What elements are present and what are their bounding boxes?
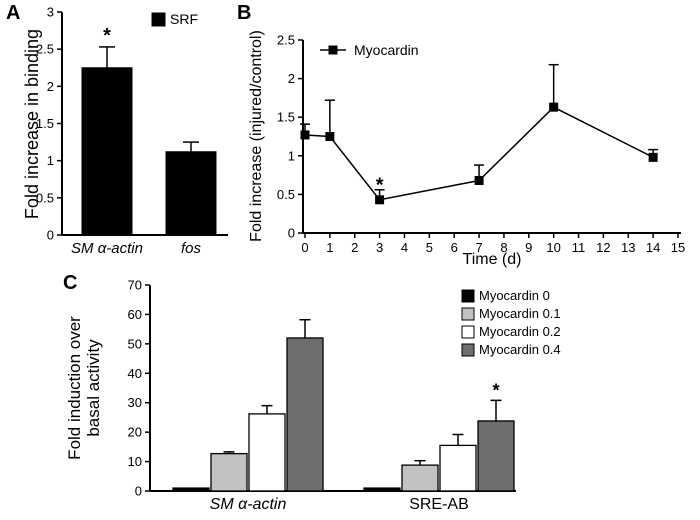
b-x-axis-title: Time (d) [463,251,522,268]
a-category-label: fos [181,240,202,257]
c-bar [439,444,477,492]
c-y-tick-label: 20 [128,425,142,440]
b-y-tick-label: 2.5 [277,33,295,48]
c-y-tick-label: 0 [135,484,142,499]
b-x-tick-label: 15 [671,240,685,255]
b-x-tick-label: 8 [500,240,507,255]
c-bar [477,420,515,492]
b-x-tick-label: 11 [572,240,586,255]
c-legend-swatch [461,289,475,303]
a-bar [165,151,217,236]
b-data-line [304,106,654,201]
b-x-tick-label: 2 [351,240,358,255]
b-data-point [549,102,559,112]
b-data-point [474,176,484,186]
panel-a-chart: 0 0.5 1 1.5 2 2.5 3 SM α-actin fos * SRF Fold incre… [22,5,228,257]
c-bar [248,413,286,492]
a-category-label: SM α-actin [71,240,143,257]
b-x-tick-label: 13 [621,240,635,255]
b-x-tick-label: 1 [326,240,333,255]
c-category-label: SM α-actin [210,496,287,513]
panel-b: B 0 0.5 1 1.5 2 2.5 0 1 2 3 4 5 6 7 8 9 10 11 12 13 14 15 * Myo… [235,0,700,275]
c-legend-label: Myocardin 0.1 [479,306,561,321]
b-y-axis-title: Fold increase (injured/control) [248,30,265,242]
c-significance-asterisk: * [492,380,499,400]
b-x-tick-label: 7 [475,240,482,255]
c-y-tick-label: 70 [128,278,142,293]
c-y-axis-title-line2: basal activity [84,339,103,437]
c-y-axis-title-line1: Fold induction over [65,316,84,460]
c-y-tick-label: 30 [128,395,142,410]
b-y-tick-label: 0 [288,226,295,241]
a-legend-swatch [151,12,166,27]
b-x-tick-label: 12 [596,240,610,255]
a-y-tick-label: 3 [47,5,54,20]
c-legend-label: Myocardin 0.2 [479,324,561,339]
c-bar [210,452,248,492]
b-x-tick-label: 14 [646,240,660,255]
c-bar [286,337,324,492]
b-y-tick-label: 2 [288,71,295,86]
b-x-tick-label: 6 [451,240,458,255]
c-legend-swatch [461,325,475,339]
panel-c-chart: 0 10 20 30 40 50 60 70 SM α-actin SRE-AB * Myocardi… [65,278,561,514]
a-significance-asterisk: * [103,25,111,47]
b-x-tick-label: 0 [301,240,308,255]
c-bar [401,464,439,492]
b-x-tick-label: 9 [525,240,532,255]
panel-c-letter: C [63,272,78,294]
a-y-tick-label: 1 [47,153,54,168]
b-significance-asterisk: * [376,174,384,196]
panel-b-letter: B [237,2,252,24]
b-x-tick-label: 5 [426,240,433,255]
a-y-tick-label: 1.5 [36,116,54,131]
b-legend-marker [328,45,338,55]
b-y-tick-label: 0.5 [277,187,295,202]
b-y-tick-label: 1.5 [277,110,295,125]
c-legend-swatch [461,307,475,321]
c-y-tick-label: 10 [128,454,142,469]
a-y-tick-label: 2 [47,79,54,94]
a-y-axis-title: Fold increase in binding [22,29,42,219]
c-legend-swatch [461,343,475,357]
c-bar [363,487,401,492]
b-data-point [325,132,335,141]
panel-a-letter: A [6,2,21,24]
c-y-tick-label: 40 [128,366,142,381]
c-y-tick-label: 50 [128,336,142,351]
b-y-tick-label: 1 [288,148,295,163]
b-data-point [648,152,658,162]
b-data-point [300,130,310,140]
panel-b-chart: 00.511.522.50 1 2 3 4 5 6 7 8 9 10 11 12 13 14 15*Myoca… [248,30,685,268]
a-y-tick-label: 2.5 [36,42,54,57]
b-x-tick-label: 4 [401,240,408,255]
c-y-tick-label: 60 [128,307,142,322]
c-legend-label: Myocardin 0.4 [479,342,561,357]
b-data-point [375,195,385,205]
b-x-tick-label: 3 [376,240,383,255]
a-bar [81,67,133,236]
panel-a: A 0 0.5 1 1.5 2 2.5 3 SM α-actin fos * SRF Fold inc… [0,0,235,265]
a-y-tick-label: 0 [47,228,54,243]
a-legend-label: SRF [170,11,198,27]
panel-c: C 0 10 20 30 40 50 60 70 SM α-actin SRE-AB * Myocar… [60,268,700,520]
a-y-tick-label: 0.5 [36,190,54,205]
b-legend-label: Myocardin [354,42,419,58]
b-x-tick-label: 10 [546,240,560,255]
c-category-label: SRE-AB [409,496,469,513]
c-legend-label: Myocardin 0 [479,288,550,303]
c-bar [172,487,210,492]
